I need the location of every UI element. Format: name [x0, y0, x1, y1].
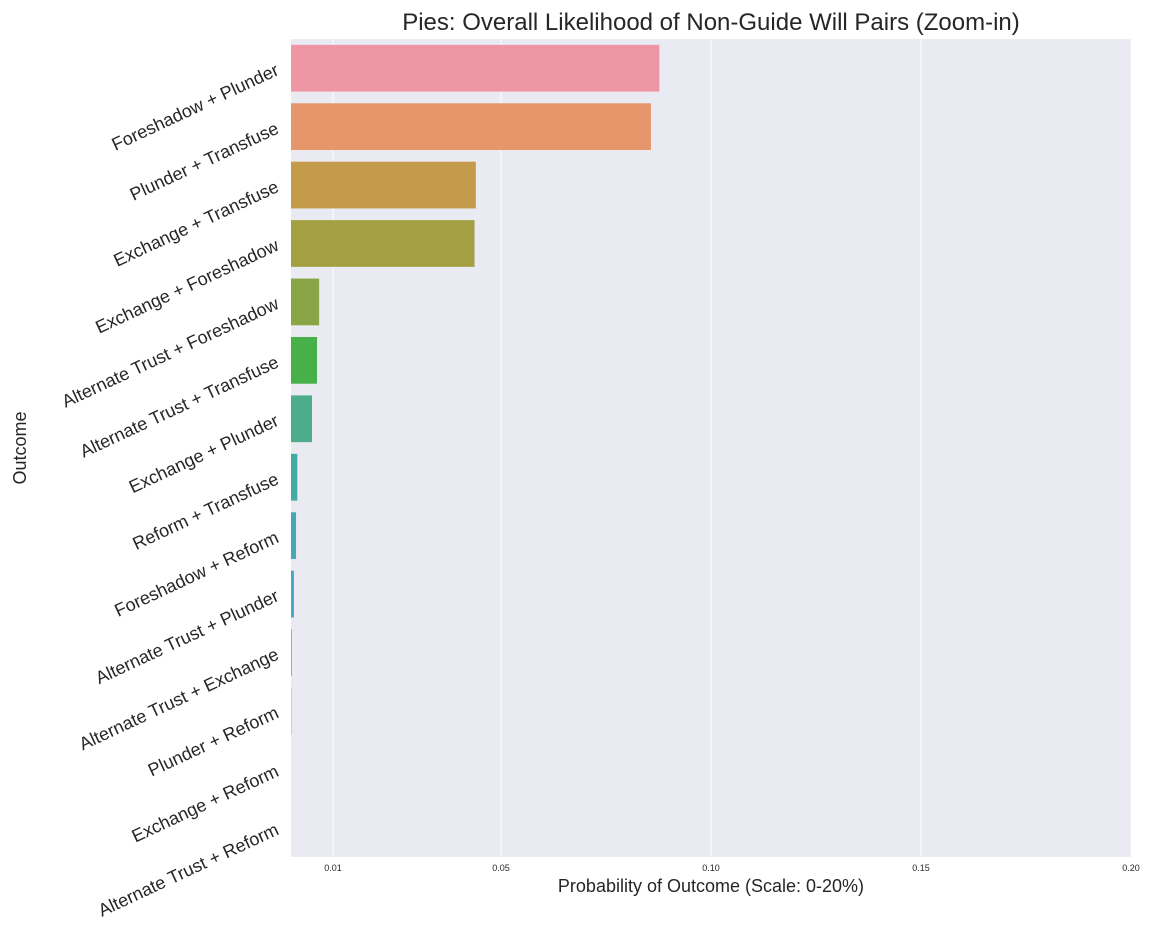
bar — [291, 103, 651, 150]
bar — [291, 45, 659, 92]
bar — [291, 220, 475, 267]
x-tick-label: 0.15 — [912, 863, 930, 873]
y-tick-label: Alternate Trust + Reform — [95, 819, 282, 920]
y-axis-label: Outcome — [10, 411, 30, 484]
y-tick-label: Alternate Trust + Foreshadow — [59, 293, 283, 412]
y-tick-label: Alternate Trust + Transfuse — [77, 352, 282, 462]
bar — [291, 454, 297, 501]
chart-title: Pies: Overall Likelihood of Non-Guide Wi… — [402, 9, 1020, 36]
bar — [291, 162, 476, 209]
x-axis-label: Probability of Outcome (Scale: 0-20%) — [558, 876, 864, 896]
x-tick-label: 0.01 — [324, 863, 342, 873]
bar — [291, 512, 296, 559]
bar — [291, 395, 312, 442]
bar — [291, 279, 319, 326]
bar — [291, 571, 294, 618]
x-tick-label: 0.10 — [702, 863, 720, 873]
x-tick-labels: 0.01 0.05 0.10 0.15 0.20 — [324, 863, 1140, 873]
x-tick-label: 0.05 — [492, 863, 510, 873]
y-tick-label: Alternate Trust + Exchange — [76, 644, 282, 754]
bar — [291, 337, 317, 384]
bar — [291, 629, 292, 676]
x-tick-label: 0.20 — [1122, 863, 1140, 873]
